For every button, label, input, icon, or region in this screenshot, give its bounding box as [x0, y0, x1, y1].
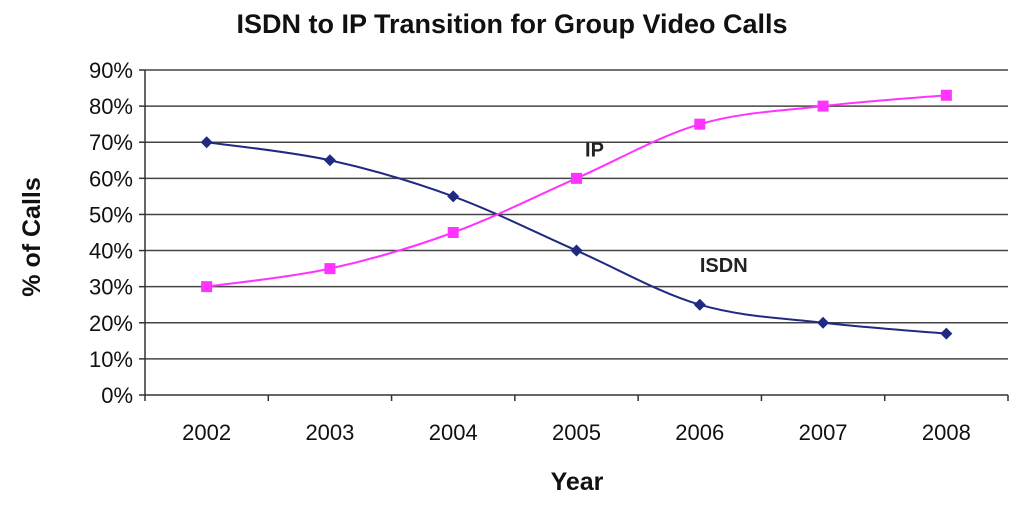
isdn-point: [447, 190, 460, 203]
isdn-point: [693, 298, 706, 311]
y-tick-label: 40%: [89, 239, 133, 264]
y-axis-title: % of Calls: [18, 177, 46, 296]
series-ip: [201, 89, 952, 293]
y-tick-label: 90%: [89, 58, 133, 83]
y-tick-label: 60%: [89, 166, 133, 191]
series-label-ip: IP: [585, 140, 604, 162]
ip-point: [571, 172, 582, 184]
x-tick-labels: 2002 2003 2004 2005 2006 2007 2008: [182, 420, 971, 445]
y-tick-labels: 0% 10% 20% 30% 40% 50% 60% 70% 80% 90%: [89, 58, 133, 408]
x-tick-label: 2007: [799, 420, 848, 445]
y-tick-label: 20%: [89, 311, 133, 336]
series-labels: ISDN IP: [585, 140, 748, 278]
y-tick-label: 50%: [89, 202, 133, 227]
isdn-line: [206, 141, 947, 335]
series-isdn: [200, 136, 953, 340]
x-tick-label: 2003: [305, 420, 354, 445]
ip-point: [817, 100, 829, 112]
axes: [139, 69, 1009, 401]
series: [200, 89, 953, 340]
x-tick-label: 2008: [922, 420, 971, 445]
y-tick-label: 30%: [89, 275, 133, 300]
ip-point: [201, 281, 213, 293]
ip-point: [940, 89, 952, 101]
y-tick-label: 80%: [89, 94, 133, 119]
x-axis-title: Year: [551, 468, 604, 496]
isdn-point: [200, 136, 213, 149]
isdn-point: [323, 154, 336, 167]
x-tick-label: 2002: [182, 420, 231, 445]
isdn-point: [570, 244, 583, 257]
x-tick-label: 2004: [429, 420, 478, 445]
y-tick-label: 70%: [89, 130, 133, 155]
isdn-point: [940, 327, 953, 340]
isdn-point: [817, 316, 830, 329]
ip-point: [447, 227, 459, 238]
y-tick-label: 0%: [101, 383, 133, 408]
grid: [145, 69, 1008, 360]
chart-title: ISDN to IP Transition for Group Video Ca…: [236, 9, 787, 39]
y-tick-label: 10%: [89, 347, 133, 372]
x-tick-label: 2005: [552, 420, 601, 445]
ip-point: [324, 263, 336, 275]
ip-line: [206, 94, 947, 288]
series-label-isdn: ISDN: [700, 255, 748, 277]
ip-point: [694, 118, 706, 130]
x-tick-label: 2006: [675, 420, 724, 445]
